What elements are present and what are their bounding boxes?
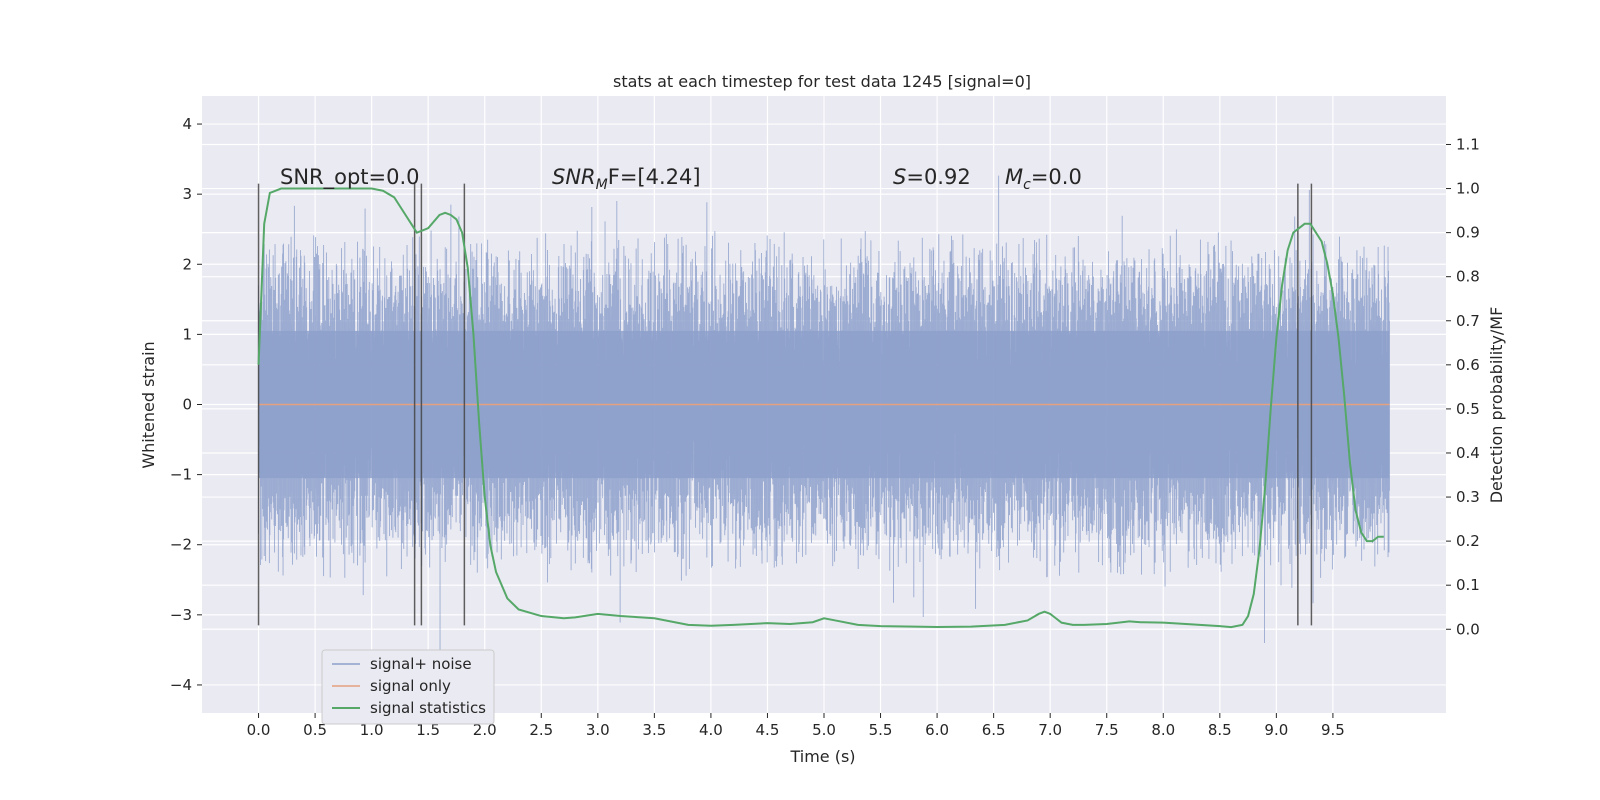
y-axis-right: 1.1 1.0 0.9 0.8 0.7 0.6 0.5 0.4 0.3 0.2 0.1 0.0 xyxy=(1446,135,1480,638)
x-tick-label: 9.0 xyxy=(1264,721,1288,739)
legend-label-signal-statistics: signal statistics xyxy=(370,699,486,717)
x-tick-label: 3.0 xyxy=(586,721,610,739)
mc-symbol: M xyxy=(1005,165,1023,189)
snr-mf-subscript: M xyxy=(596,177,608,193)
y-tick-label: −4 xyxy=(170,676,192,694)
snr-mf-annotation: SNRMF=[4.24] xyxy=(552,165,701,193)
x-tick-label: 5.5 xyxy=(869,721,893,739)
x-tick-label: 3.5 xyxy=(642,721,666,739)
y-tick-label: −2 xyxy=(170,536,192,554)
x-tick-label: 7.5 xyxy=(1095,721,1119,739)
mc-subscript: c xyxy=(1023,177,1031,193)
x-tick-label: 0.5 xyxy=(303,721,327,739)
y2-tick-label: 0.0 xyxy=(1456,620,1480,638)
legend: signal+ noise signal only signal statist… xyxy=(321,649,495,725)
s-annotation: S=0.92 xyxy=(893,165,971,189)
y2-tick-label: 0.8 xyxy=(1456,268,1480,286)
y2-tick-label: 0.2 xyxy=(1456,532,1480,550)
snr-opt-annotation: SNR_opt=0.0 xyxy=(280,165,420,190)
y2-tick-label: 0.5 xyxy=(1456,400,1480,418)
x-tick-label: 0.0 xyxy=(247,721,271,739)
x-tick-label: 2.5 xyxy=(529,721,553,739)
y-tick-label: 4 xyxy=(182,115,192,133)
x-tick-label: 8.5 xyxy=(1208,721,1232,739)
x-tick-label: 7.0 xyxy=(1038,721,1062,739)
y-tick-label: 0 xyxy=(182,396,192,414)
y2-tick-label: 0.7 xyxy=(1456,312,1480,330)
y2-tick-label: 0.3 xyxy=(1456,488,1480,506)
y2-tick-label: 1.1 xyxy=(1456,135,1480,153)
y-tick-label: 2 xyxy=(182,255,192,273)
legend-label-signal-only: signal only xyxy=(370,677,451,695)
snr-mf-value: F=[4.24] xyxy=(608,165,701,189)
mc-value: =0.0 xyxy=(1031,165,1082,189)
x-tick-label: 1.0 xyxy=(360,721,384,739)
mc-annotation: Mc=0.0 xyxy=(1005,165,1082,193)
y-tick-label: −3 xyxy=(170,606,192,624)
y2-tick-label: 0.9 xyxy=(1456,224,1480,242)
x-tick-label: 4.5 xyxy=(756,721,780,739)
y2-tick-label: 1.0 xyxy=(1456,180,1480,198)
y2-axis-title: Detection probability/MF xyxy=(1487,307,1506,504)
s-symbol: S xyxy=(893,165,906,189)
x-tick-label: 6.0 xyxy=(925,721,949,739)
y-axis-title: Whitened strain xyxy=(139,341,158,468)
y2-tick-label: 0.6 xyxy=(1456,356,1480,374)
x-tick-label: 5.0 xyxy=(812,721,836,739)
y-axis-left: 4 3 2 1 0 −1 −2 −3 −4 xyxy=(170,115,202,694)
legend-label-signal-noise: signal+ noise xyxy=(370,655,472,673)
legend-box xyxy=(321,649,495,725)
event-lines xyxy=(257,183,1313,626)
y2-tick-label: 0.4 xyxy=(1456,444,1480,462)
x-tick-label: 8.0 xyxy=(1151,721,1175,739)
signal-statistics-line xyxy=(257,187,1384,629)
y2-tick-label: 0.1 xyxy=(1456,576,1480,594)
s-value: =0.92 xyxy=(906,165,970,189)
y-tick-label: 1 xyxy=(182,325,192,343)
y-tick-label: 3 xyxy=(182,185,192,203)
x-tick-label: 1.5 xyxy=(416,721,440,739)
x-tick-label: 6.5 xyxy=(982,721,1006,739)
x-tick-label: 2.0 xyxy=(473,721,497,739)
x-tick-label: 9.5 xyxy=(1321,721,1345,739)
x-axis: 0.0 0.5 1.0 1.5 2.0 2.5 3.0 3.5 4.0 4.5 5.0 5.5 6.0 6… xyxy=(247,713,1345,739)
x-tick-label: 4.0 xyxy=(699,721,723,739)
x-axis-title: Time (s) xyxy=(789,747,855,766)
chart-title: stats at each timestep for test data 124… xyxy=(613,72,1031,91)
y-tick-label: −1 xyxy=(170,466,192,484)
snr-mf-symbol: SNR xyxy=(552,165,596,189)
